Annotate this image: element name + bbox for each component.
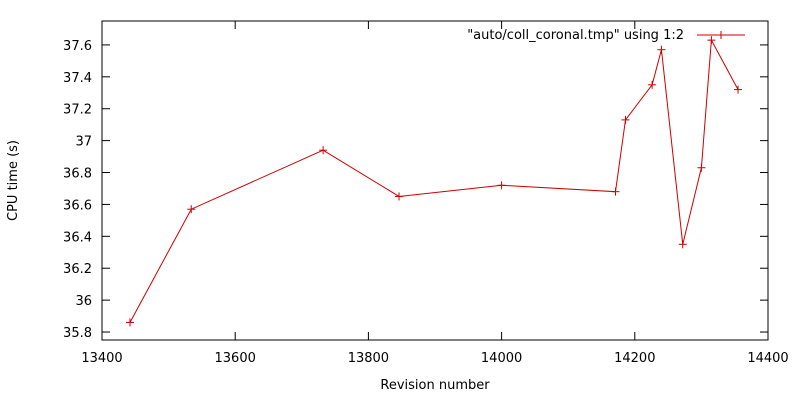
x-tick-label: 14400 [747, 351, 788, 366]
data-point [395, 192, 404, 201]
data-point [648, 80, 657, 89]
y-axis-label: CPU time (s) [6, 140, 21, 221]
data-point [678, 240, 687, 249]
plot-frame [101, 20, 769, 341]
y-tick-label: 36 [75, 294, 92, 309]
legend: "auto/coll_coronal.tmp" using 1:2 [467, 28, 745, 43]
y-tick-label: 36.8 [63, 167, 92, 182]
x-tick-label: 13400 [81, 351, 122, 366]
tick-labels: 13400 13600 13800 14000 14200 14400 35.8 36 36.2… [63, 39, 789, 366]
data-point [611, 187, 620, 196]
y-tick-label: 36.4 [63, 230, 92, 245]
y-tick-label: 37.4 [63, 71, 92, 86]
x-tick-label: 14000 [481, 351, 522, 366]
x-tick-label: 14200 [614, 351, 655, 366]
x-tick-label: 13800 [348, 351, 389, 366]
data-point [125, 318, 134, 327]
data-point [697, 163, 706, 172]
y-tick-label: 37.2 [63, 103, 92, 118]
data-point [734, 85, 743, 94]
data-point [187, 205, 196, 214]
data-point [707, 36, 716, 45]
axis-ticks [101, 21, 769, 340]
data-point [621, 115, 630, 124]
y-tick-label: 37 [75, 135, 92, 150]
x-axis-label: Revision number [380, 378, 490, 393]
data-point [497, 181, 506, 190]
data-point [657, 45, 666, 54]
legend-point [717, 31, 725, 39]
y-tick-label: 35.8 [63, 326, 92, 341]
series-line [129, 38, 739, 323]
x-tick-label: 13600 [215, 351, 256, 366]
y-tick-label: 36.2 [63, 262, 92, 277]
y-tick-label: 37.6 [63, 39, 92, 54]
y-tick-label: 36.6 [63, 198, 92, 213]
data-point [319, 146, 328, 155]
legend-marker [717, 31, 725, 39]
legend-label: "auto/coll_coronal.tmp" using 1:2 [467, 28, 684, 43]
series-layer [125, 36, 743, 327]
